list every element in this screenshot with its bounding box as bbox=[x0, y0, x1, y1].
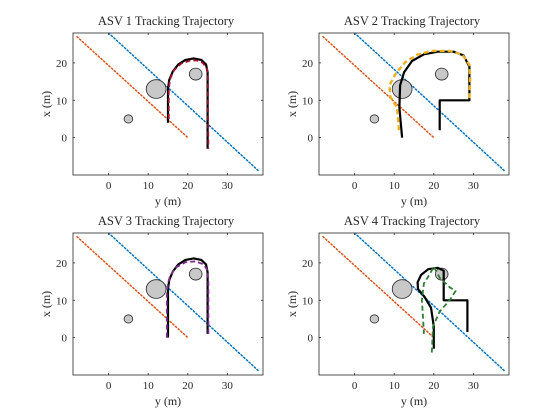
obstacle-3 bbox=[123, 114, 134, 124]
reference-path-line bbox=[416, 266, 469, 349]
y-tick-label: 10 bbox=[302, 95, 314, 107]
x-tick-label: 0 bbox=[106, 180, 112, 192]
x-tick-label: 20 bbox=[182, 180, 194, 192]
plot-content bbox=[76, 233, 260, 373]
subplot-title: ASV 3 Tracking Trajectory bbox=[98, 214, 235, 228]
subplot-title: ASV 4 Tracking Trajectory bbox=[344, 214, 481, 228]
obstacle-3 bbox=[369, 314, 380, 324]
y-axis-label: x (m) bbox=[39, 291, 53, 317]
asv-trajectory-line bbox=[165, 260, 210, 338]
x-tick-label: 20 bbox=[428, 380, 440, 392]
y-tick-label: 0 bbox=[62, 133, 68, 145]
obstacle-1 bbox=[391, 79, 413, 99]
obstacle-3 bbox=[123, 314, 134, 324]
obstacle-3 bbox=[369, 114, 380, 124]
x-tick-label: 20 bbox=[182, 380, 194, 392]
y-tick-label: 0 bbox=[62, 333, 68, 345]
x-tick-label: 0 bbox=[352, 180, 358, 192]
y-tick-label: 20 bbox=[56, 258, 68, 270]
subplot-title: ASV 1 Tracking Trajectory bbox=[98, 14, 235, 28]
obstacle-1 bbox=[145, 79, 167, 99]
x-axis-label: y (m) bbox=[155, 394, 181, 408]
reference-path-line bbox=[398, 50, 471, 138]
plot-area: 0 10 20 30 0 10 20 bbox=[56, 33, 263, 192]
boundary-line-2 bbox=[107, 233, 260, 373]
y-tick-label: 20 bbox=[302, 58, 314, 70]
subplot-asv4: ASV 4 Tracking Trajectory 0 10 20 30 0 10 20 y… bbox=[285, 214, 510, 408]
y-tick-label: 10 bbox=[56, 295, 68, 307]
y-axis-label: x (m) bbox=[39, 91, 53, 117]
boundary-line-2 bbox=[353, 33, 506, 173]
x-tick-label: 10 bbox=[143, 380, 155, 392]
obstacle-2 bbox=[188, 267, 203, 281]
plot-content bbox=[322, 33, 506, 173]
boundary-line-1 bbox=[76, 35, 189, 139]
x-tick-label: 10 bbox=[143, 180, 155, 192]
plot-area: 0 10 20 30 0 10 20 bbox=[302, 233, 509, 392]
boundary-line-2 bbox=[353, 233, 506, 373]
boundary-line-1 bbox=[322, 35, 435, 139]
y-axis-label: x (m) bbox=[285, 91, 299, 117]
y-tick-label: 10 bbox=[56, 95, 68, 107]
obstacle-1 bbox=[145, 279, 167, 299]
x-tick-label: 20 bbox=[428, 180, 440, 192]
axes-frame bbox=[318, 32, 510, 176]
y-tick-label: 0 bbox=[308, 133, 314, 145]
subplot-asv2: ASV 2 Tracking Trajectory 0 10 20 30 0 10 20 y… bbox=[285, 14, 510, 208]
x-tick-label: 30 bbox=[468, 380, 480, 392]
x-tick-label: 0 bbox=[106, 380, 112, 392]
x-tick-label: 10 bbox=[389, 380, 401, 392]
axes-frame bbox=[318, 232, 510, 376]
plot-content bbox=[76, 33, 260, 173]
obstacle-1 bbox=[391, 279, 413, 299]
plot-content bbox=[322, 233, 506, 373]
x-axis-label: y (m) bbox=[155, 194, 181, 208]
x-tick-label: 30 bbox=[468, 180, 480, 192]
x-tick-label: 30 bbox=[222, 180, 234, 192]
subplot-asv3: ASV 3 Tracking Trajectory 0 10 20 30 0 10 20 y… bbox=[39, 214, 264, 408]
y-tick-label: 10 bbox=[302, 295, 314, 307]
obstacle-2 bbox=[434, 67, 449, 81]
boundary-line-2 bbox=[107, 33, 260, 173]
boundary-line-1 bbox=[322, 235, 435, 339]
plot-area: 0 10 20 30 0 10 20 bbox=[56, 233, 263, 392]
x-axis-label: y (m) bbox=[401, 394, 427, 408]
subplot-asv1: ASV 1 Tracking Trajectory 0 10 20 30 0 10 20 y… bbox=[39, 14, 264, 208]
x-tick-label: 30 bbox=[222, 380, 234, 392]
y-tick-label: 20 bbox=[56, 58, 68, 70]
subplot-title: ASV 2 Tracking Trajectory bbox=[344, 14, 481, 28]
plot-area: 0 10 20 30 0 10 20 bbox=[302, 33, 509, 192]
y-axis-label: x (m) bbox=[285, 291, 299, 317]
asv-trajectory-line bbox=[388, 49, 472, 131]
x-axis-label: y (m) bbox=[401, 194, 427, 208]
y-tick-label: 0 bbox=[308, 333, 314, 345]
asv-trajectory-line bbox=[420, 265, 457, 353]
boundary-line-1 bbox=[76, 235, 189, 339]
x-tick-label: 10 bbox=[389, 180, 401, 192]
obstacle-2 bbox=[188, 67, 203, 81]
x-tick-label: 0 bbox=[352, 380, 358, 392]
y-tick-label: 20 bbox=[302, 258, 314, 270]
